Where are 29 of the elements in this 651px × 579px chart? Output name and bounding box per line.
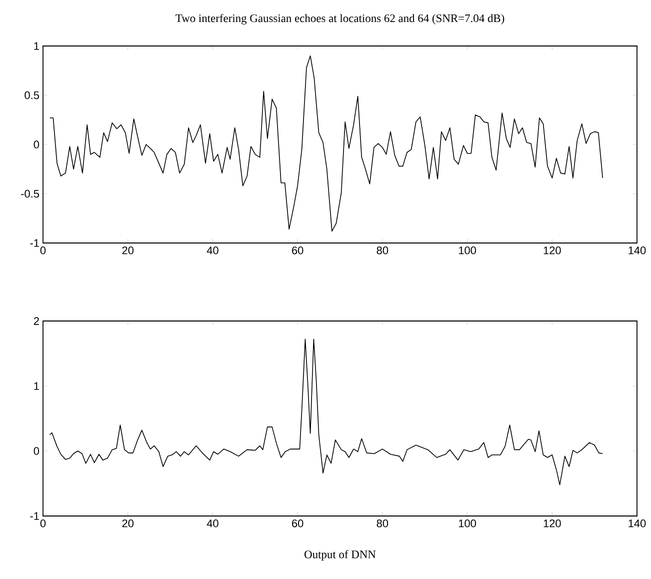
x-tick-label: 20: [122, 246, 134, 254]
line-series: [49, 338, 604, 486]
y-tick-label: -0.5: [21, 190, 40, 198]
y-tick-label: 0.5: [24, 91, 40, 100]
x-tick-label: 120: [544, 520, 561, 528]
x-tick-label: 0: [40, 246, 46, 254]
x-tick-label: 80: [376, 246, 388, 254]
chart-title: Two interfering Gaussian echoes at locations 62 and 64 (SNR=7.04 dB): [176, 14, 504, 24]
y-tick-label: 2: [34, 317, 39, 325]
x-tick-label: 100: [458, 520, 476, 528]
x-tick-label: 20: [122, 520, 134, 528]
x-tick-label: 100: [458, 246, 476, 254]
x-tick-label: 0: [40, 520, 46, 528]
y-tick-label: 1: [34, 42, 39, 50]
line-series: [49, 55, 604, 232]
y-tick-label: 0: [34, 447, 40, 455]
x-tick-label: 140: [628, 520, 646, 528]
y-tick-label: -1: [30, 239, 39, 247]
y-tick-label: 0: [34, 140, 40, 148]
x-tick-label: 80: [376, 520, 388, 528]
x-axis-title: Output of DNN: [304, 550, 376, 561]
x-tick-label: 40: [206, 246, 218, 254]
y-tick-label: -1: [30, 512, 39, 520]
y-tick-label: 1: [34, 382, 39, 390]
x-tick-label: 60: [292, 246, 304, 254]
x-tick-label: 40: [206, 520, 218, 528]
x-tick-label: 120: [544, 246, 561, 254]
x-tick-label: 60: [292, 520, 304, 528]
x-tick-label: 140: [628, 246, 646, 254]
